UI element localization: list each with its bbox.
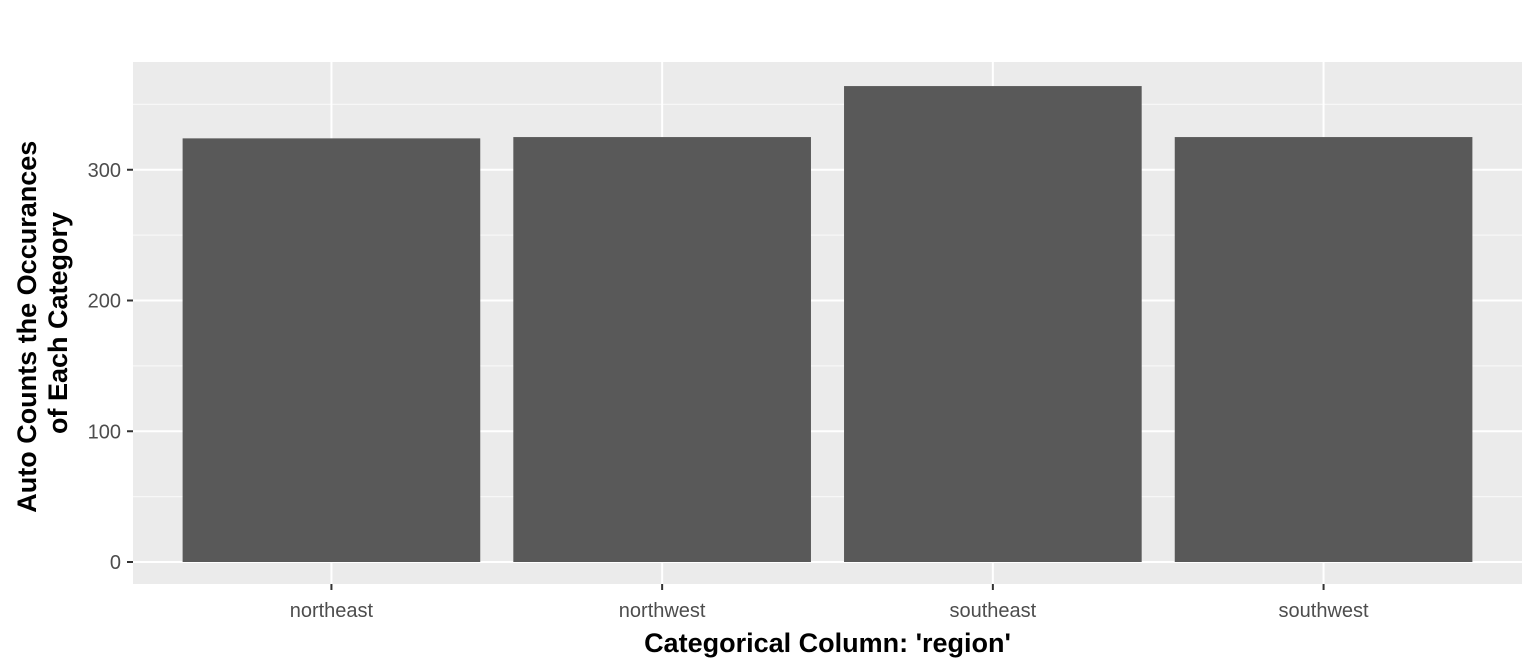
bar-northeast xyxy=(182,138,481,562)
y-tick-label: 0 xyxy=(110,552,121,574)
x-tick-label-southeast: southeast xyxy=(949,600,1036,622)
y-axis-title: Auto Counts the Occurances of Each Categ… xyxy=(12,133,73,513)
y-axis: 0 100 200 300 xyxy=(88,160,133,574)
bar-southwest xyxy=(1174,137,1473,562)
x-axis-title: Categorical Column: 'region' xyxy=(644,628,1011,658)
bar-southeast xyxy=(844,86,1142,562)
y-axis-title-line-1: Auto Counts the Occurances xyxy=(12,141,42,513)
bar-northwest xyxy=(513,137,811,562)
y-tick-label: 100 xyxy=(88,421,121,443)
bars-group xyxy=(182,86,1473,562)
x-axis: northeast northwest southeast southwest xyxy=(290,584,1369,622)
y-tick-label: 300 xyxy=(88,160,121,182)
x-tick-label-northeast: northeast xyxy=(290,600,374,622)
y-tick-label: 200 xyxy=(88,291,121,313)
x-tick-label-northwest: northwest xyxy=(619,600,706,622)
y-axis-title-line-2: of Each Category xyxy=(43,212,73,434)
x-tick-label-southwest: southwest xyxy=(1279,600,1369,622)
